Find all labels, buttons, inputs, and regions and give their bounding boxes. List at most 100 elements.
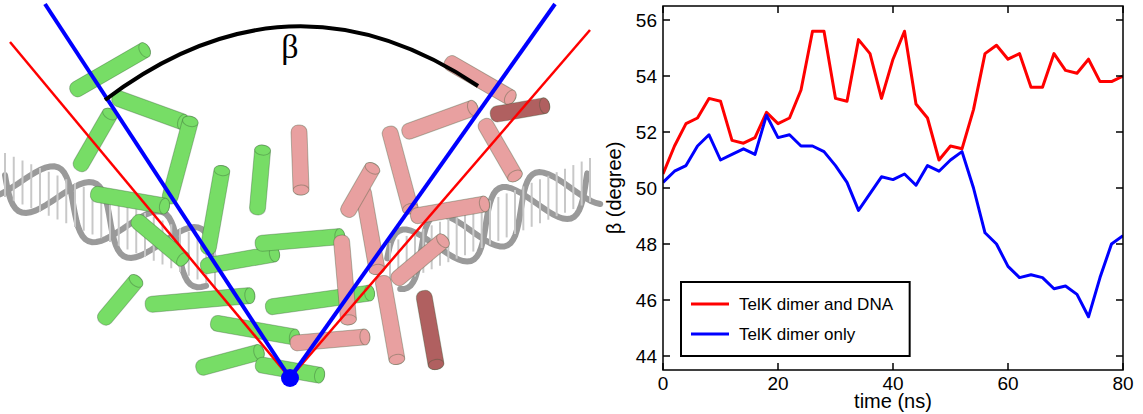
apex (281, 369, 299, 387)
angle-line (290, 30, 590, 378)
cylinder (249, 144, 271, 215)
protein-helix (415, 289, 445, 371)
cylinder-cap (388, 353, 405, 366)
cylinder-cap (313, 366, 326, 383)
plot-lines (663, 31, 1123, 317)
cylinder (254, 228, 345, 252)
protein-helix (254, 228, 345, 252)
y-tick (663, 243, 670, 245)
y-axis-title: β (degree) (603, 142, 625, 235)
angle-line (10, 42, 290, 378)
cylinder-cap (254, 144, 271, 155)
cylinder (476, 116, 525, 185)
protein-helix (95, 272, 146, 328)
dna-base (4, 153, 6, 197)
x-tick-label: 0 (658, 373, 669, 394)
dna-base (197, 236, 199, 280)
legend-label: TelK dimer only (739, 325, 856, 344)
legend: TelK dimer and DNATelK dimer only (681, 282, 910, 356)
x-tick (662, 6, 664, 13)
cylinder (409, 195, 491, 225)
protein-helix (128, 211, 192, 268)
dna-base (464, 211, 466, 255)
cylinder-cap (434, 231, 452, 250)
dna-base (581, 162, 583, 206)
cylinder-cap (359, 329, 370, 346)
cylinder (374, 274, 405, 365)
dna-base (74, 183, 76, 227)
y-tick-label: 52 (636, 122, 657, 143)
chart: 02040608044464850525456time (ns)β (degre… (603, 6, 1134, 412)
cylinder-cap (538, 97, 551, 114)
y-tick (663, 355, 670, 357)
x-axis-title: time (ns) (854, 390, 932, 412)
dna-base (497, 197, 499, 241)
protein-helix (67, 41, 153, 100)
x-tick (662, 363, 664, 370)
cylinder (264, 284, 375, 315)
plot-frame (663, 6, 1123, 370)
dna-base (539, 179, 541, 223)
cylinder (89, 185, 171, 215)
dna-base (39, 168, 41, 212)
cylinder (199, 164, 230, 255)
protein-helix (209, 314, 300, 345)
y-tick-label: 44 (636, 346, 658, 367)
y-tick-label: 54 (636, 66, 658, 87)
dna-base (127, 206, 129, 250)
cylinder (95, 272, 146, 328)
dna-base (572, 165, 574, 209)
x-tick-label: 80 (1112, 373, 1133, 394)
cylinder-cap (506, 168, 525, 185)
angle-line (290, 4, 555, 378)
protein-helix (400, 99, 481, 141)
dna-base (506, 193, 508, 237)
cylinder (209, 314, 300, 345)
cylinder (67, 41, 153, 100)
protein-helix (291, 125, 309, 196)
y-tick (663, 75, 670, 77)
x-tick (1007, 363, 1009, 370)
angle-label: β (281, 28, 298, 65)
cylinder (415, 289, 445, 371)
x-tick (892, 6, 894, 13)
cylinder-cap (174, 250, 192, 269)
protein-helix (374, 274, 405, 365)
dna-base (456, 215, 458, 259)
cylinder-cap (136, 41, 153, 60)
dna-base (57, 176, 59, 220)
dna-base (118, 202, 120, 246)
x-tick (777, 6, 779, 13)
cylinder (291, 125, 309, 196)
y-tick (1116, 299, 1123, 301)
cylinder (441, 53, 518, 107)
dna-base (65, 179, 67, 223)
cylinder-cap (293, 185, 309, 196)
y-tick (663, 19, 670, 21)
y-tick-label: 56 (636, 10, 657, 31)
dna-base (547, 176, 549, 220)
cylinder-cap (363, 160, 382, 177)
series-line (663, 31, 1123, 174)
protein-helix (441, 53, 518, 107)
x-tick (777, 363, 779, 370)
protein-helix (388, 231, 452, 288)
figure: β02040608044464850525456time (ns)β (degr… (0, 0, 1143, 414)
dna-helix (387, 158, 600, 289)
dna-base (48, 172, 50, 216)
cylinder-cap (181, 114, 199, 128)
cylinder-cap (478, 195, 491, 212)
y-tick (1116, 75, 1123, 77)
cylinder (194, 343, 266, 377)
dna-base (531, 183, 533, 227)
x-tick (1122, 363, 1124, 370)
angle-arc (105, 26, 478, 100)
legend-swatch (691, 333, 729, 336)
y-tick (1116, 131, 1123, 133)
cylinder-cap (244, 287, 255, 304)
protein-helix (89, 185, 171, 215)
dna-base (589, 158, 591, 202)
x-tick (1007, 6, 1009, 13)
dna-base (522, 186, 524, 230)
y-tick-label: 50 (636, 178, 657, 199)
